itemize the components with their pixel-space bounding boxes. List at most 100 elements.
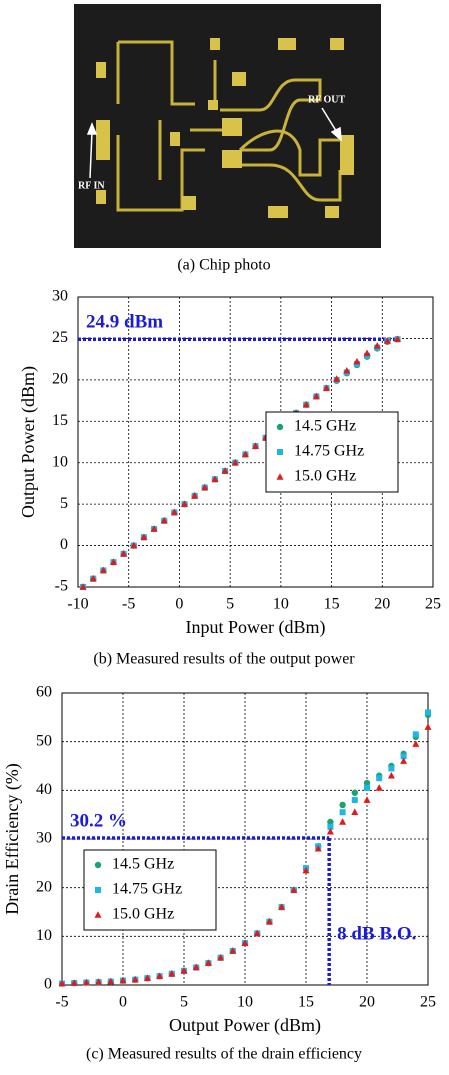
data-point — [425, 709, 431, 716]
data-point — [353, 357, 361, 365]
x-tick-label: 15 — [298, 994, 314, 1011]
data-point — [181, 500, 188, 507]
y-tick-label: 20 — [52, 371, 68, 388]
data-point — [204, 959, 212, 966]
photo-label: RF OUT — [308, 94, 345, 105]
y-axis-label: Drain Efficiency (%) — [2, 763, 23, 915]
chip-pads — [96, 38, 354, 218]
data-point — [160, 516, 168, 524]
y-tick-label: 20 — [36, 878, 52, 895]
data-point — [376, 775, 383, 782]
data-point — [95, 978, 103, 985]
annotation-label: 30.2 % — [70, 810, 127, 831]
x-tick-label: 5 — [226, 596, 234, 613]
y-tick-label: 30 — [36, 830, 52, 847]
data-point — [120, 550, 128, 557]
x-tick-label: 0 — [119, 994, 127, 1011]
caption: (c) Measured results of the drain effici… — [86, 1046, 362, 1063]
x-tick-label: 15 — [324, 596, 340, 613]
x-axis-label: Input Power (dBm) — [186, 617, 326, 638]
data-point — [201, 483, 209, 491]
data-point — [241, 939, 249, 946]
data-point — [217, 953, 225, 961]
x-tick-label: 20 — [374, 596, 390, 613]
data-point — [364, 784, 370, 791]
data-point — [400, 757, 408, 764]
y-tick-label: 40 — [36, 781, 52, 798]
data-point — [363, 779, 371, 787]
data-point — [252, 442, 259, 449]
data-point — [351, 797, 358, 804]
data-point — [326, 827, 334, 835]
legend-label: 15.0 GHz — [112, 906, 174, 923]
legend-label: 14.75 GHz — [112, 881, 182, 898]
data-point — [412, 740, 420, 747]
x-tick-label: 20 — [359, 994, 375, 1011]
y-tick-label: 30 — [52, 288, 68, 305]
data-point — [89, 574, 97, 582]
data-point — [229, 947, 237, 954]
data-point — [400, 753, 407, 760]
data-point — [375, 784, 383, 791]
data-point — [140, 533, 148, 541]
legend-marker — [277, 449, 283, 455]
data-point — [253, 929, 261, 937]
data-point — [131, 975, 139, 983]
data-point — [327, 818, 334, 826]
data-point — [107, 977, 115, 985]
data-point — [82, 978, 90, 986]
x-tick-label: -5 — [55, 994, 68, 1011]
chip-photo: RF OUT RF IN — [74, 4, 381, 248]
data-point — [241, 450, 249, 458]
legend-label: 14.5 GHz — [112, 856, 174, 873]
annotation-label: 8 dB B.O. — [337, 923, 416, 944]
y-tick-label: 5 — [60, 495, 68, 512]
data-point — [58, 979, 66, 987]
data-point — [211, 475, 219, 483]
data-point — [110, 558, 117, 565]
data-point — [394, 335, 401, 343]
data-point — [351, 808, 359, 816]
data-point — [119, 976, 127, 984]
y-tick-label: 10 — [52, 453, 68, 470]
data-point — [383, 337, 391, 344]
caption: (b) Measured results of the output power — [93, 651, 355, 668]
data-point — [191, 492, 199, 499]
y-tick-label: 25 — [52, 329, 68, 346]
y-tick-label: 10 — [36, 927, 52, 944]
x-tick-label: 10 — [237, 994, 253, 1011]
x-axis-label: Output Power (dBm) — [169, 1015, 321, 1036]
x-tick-label: 0 — [175, 596, 183, 613]
data-point — [327, 823, 334, 830]
data-point — [130, 541, 138, 549]
data-point — [314, 844, 322, 852]
y-tick-label: 0 — [44, 976, 52, 993]
legend-box — [83, 849, 217, 931]
y-tick-label: 50 — [36, 732, 52, 749]
x-tick-label: 25 — [420, 994, 436, 1011]
data-point — [339, 809, 346, 816]
data-point — [312, 392, 320, 400]
data-point — [192, 963, 200, 971]
data-point — [156, 972, 164, 980]
data-point — [387, 771, 395, 779]
data-point — [302, 866, 310, 874]
data-point — [143, 974, 151, 981]
y-tick-label: 15 — [52, 412, 68, 429]
y-tick-label: -5 — [55, 578, 68, 595]
legend-label: 14.5 GHz — [294, 418, 356, 435]
data-point — [363, 796, 371, 803]
caption: (a) Chip photo — [177, 257, 270, 274]
photo-arrows — [86, 107, 342, 179]
data-point — [290, 886, 298, 893]
y-tick-label: 60 — [36, 684, 52, 701]
data-point — [79, 583, 87, 590]
data-point — [339, 801, 346, 809]
data-point — [180, 967, 188, 974]
x-tick-label: 5 — [180, 994, 188, 1011]
data-point — [339, 818, 347, 825]
annotation-label: 24.9 dBm — [86, 312, 163, 333]
data-point — [70, 979, 78, 986]
data-point — [99, 566, 107, 574]
